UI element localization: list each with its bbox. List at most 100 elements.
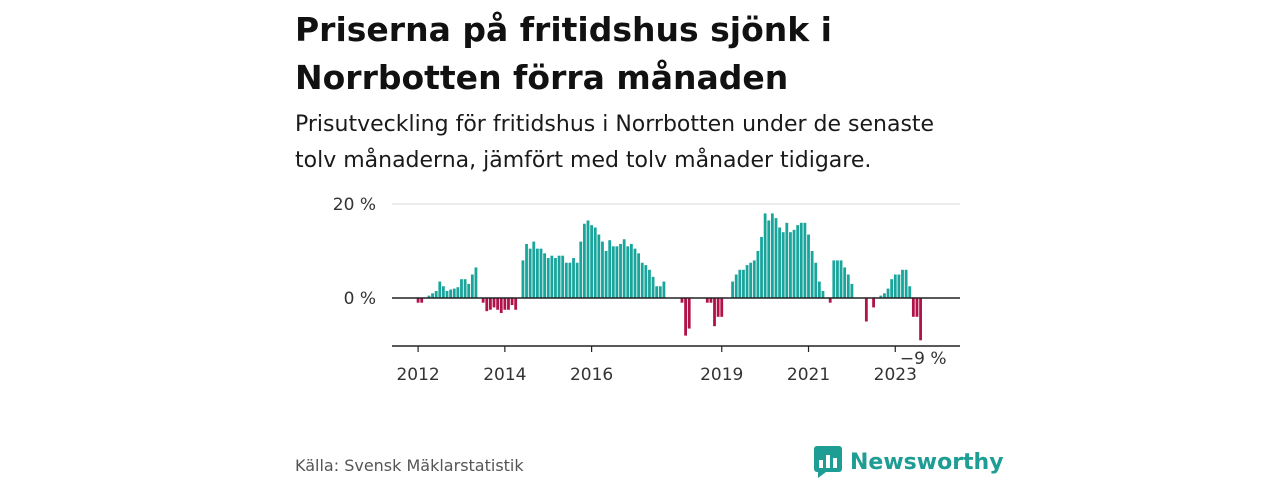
bar [449,289,453,298]
bar [846,274,850,298]
bar [814,262,818,298]
bar [622,239,626,298]
chart-title: Priserna på fritidshus sjönk i Norrbotte… [295,6,995,102]
bar [897,274,901,298]
bar [485,298,489,312]
bar [420,298,424,303]
bar [442,286,445,298]
bar [778,227,781,298]
bar [796,225,800,298]
bar [521,260,525,298]
bar [872,298,875,308]
bar [781,232,785,298]
chart-subtitle-line-2: tolv månaderna, jämfört med tolv månader… [295,148,872,173]
bar [445,290,449,298]
bar [843,267,847,298]
bar [535,248,539,298]
bar [456,287,460,298]
brand-name: Newsworthy [850,449,1004,475]
bar [582,223,586,298]
bar [492,298,496,308]
bar [572,258,575,298]
bar [507,298,510,310]
brand-logo: Newsworthy [814,446,1004,478]
bar [579,241,583,298]
bar [496,298,500,310]
last-value-annotation-halo: −9 % [900,349,947,369]
bar [890,279,894,298]
bar [760,236,763,298]
bar [687,298,691,329]
bar [467,283,471,298]
bar [532,241,536,298]
bar [915,298,919,317]
y-tick-label: 20 % [333,195,376,215]
chart-title-line-1: Priserna på fritidshus sjönk i [295,10,832,49]
bar [601,241,604,298]
bar [564,262,568,298]
bar [554,258,557,298]
bar [774,218,778,298]
bar [651,276,655,298]
bar [427,295,431,298]
bar [640,262,644,298]
x-tick-label: 2023 [874,365,917,385]
bar [546,258,550,298]
bar [539,248,543,298]
bar [908,286,912,298]
bar [648,269,651,298]
bar [438,281,442,298]
bar [879,295,883,298]
bar [836,260,839,298]
bar [742,269,745,298]
bar [709,298,713,303]
bar [785,222,789,298]
bar [658,286,662,298]
bar [904,269,908,298]
bar [499,298,503,314]
x-tick-label: 2019 [700,365,743,385]
bar [716,298,720,317]
bar [734,274,738,298]
bar [864,298,868,322]
bar [590,225,594,298]
bar [637,253,641,298]
bar [481,298,485,303]
bar [713,298,716,327]
bar [752,260,756,298]
bar [514,298,518,310]
bar [803,222,807,298]
bar [792,229,796,298]
bar [525,243,528,298]
bar [416,298,420,303]
bar [789,232,792,298]
bar [883,293,886,298]
bar [463,279,467,298]
bar [550,255,554,298]
bar [470,274,474,298]
bar [593,227,597,298]
bar [619,243,622,298]
bar [684,298,687,336]
bar [597,234,601,298]
x-tick-label: 2014 [483,365,526,385]
bar [799,222,803,298]
bar [756,251,760,298]
chart-subtitle: Prisutveckling för fritidshus i Norrbott… [295,107,1015,179]
chart-title-line-2: Norrbotten förra månaden [295,58,789,97]
bar [720,298,724,317]
bar [608,240,612,298]
bar [561,255,565,298]
bar [850,283,854,298]
bar [431,293,434,298]
newsworthy-logo-icon [814,446,842,478]
bar [821,290,825,298]
bar [767,220,771,298]
bar [575,262,579,298]
bar [731,281,734,298]
bar [807,234,810,298]
chart-bars [416,213,922,341]
bar [770,213,774,298]
bar [738,269,742,298]
bar [680,298,684,303]
